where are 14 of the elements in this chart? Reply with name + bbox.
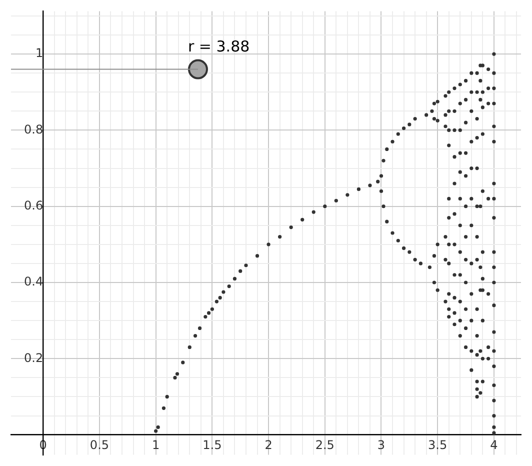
x-tick-label: 3.5 <box>428 438 448 452</box>
y-tick-label: 1 <box>35 46 44 60</box>
x-tick-label: 1 <box>152 438 160 452</box>
x-tick-label: 4 <box>490 438 498 452</box>
annotation: r = 3.88 <box>188 38 250 56</box>
y-tick-label: 0.4 <box>24 274 44 289</box>
x-tick-label: 0.5 <box>90 438 110 452</box>
x-tick-label: 1.5 <box>202 438 222 452</box>
x-tick-label: 3 <box>377 438 386 452</box>
x-tick-label: 2.5 <box>315 438 334 452</box>
y-tick-label: 0.6 <box>24 198 44 212</box>
y-tick-label: 0.2 <box>24 350 44 365</box>
y-tick-label: 0.8 <box>24 122 44 136</box>
x-tick-label: 2 <box>264 438 272 452</box>
